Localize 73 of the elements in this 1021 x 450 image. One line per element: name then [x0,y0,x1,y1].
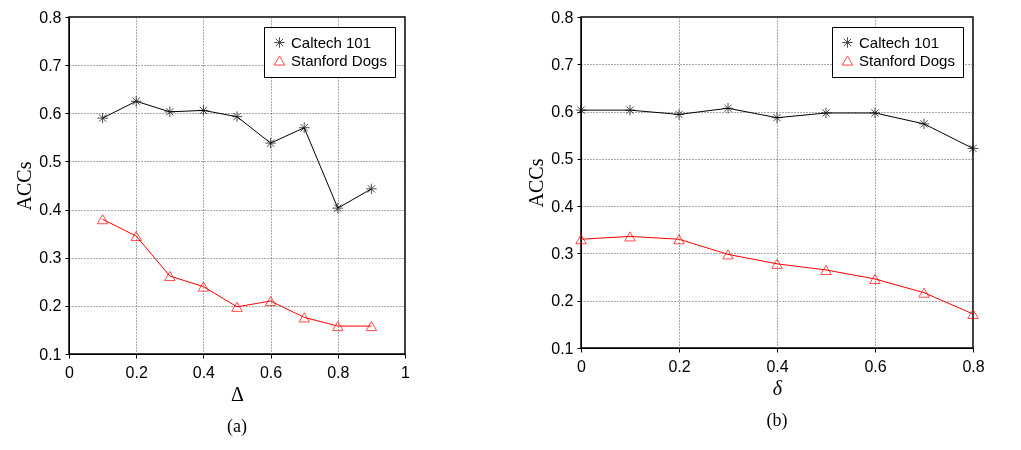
y-tick-label: 0.3 [39,249,62,267]
point [869,107,881,119]
point [197,281,210,292]
text: (b) [766,410,788,431]
point [231,110,243,123]
point [771,111,783,124]
legend-label: Caltech 101 [291,33,372,51]
y-axis-title: ACCs [13,161,36,211]
point [365,183,378,195]
text: (a) [227,416,247,437]
y-tick-label: 0.7 [551,55,574,73]
y-tick-label: 0.4 [39,201,62,219]
point [575,234,587,245]
x-tick-label: 0.2 [668,357,691,375]
point [130,231,142,242]
point [264,296,277,307]
point [624,231,636,242]
y-tick-label: 0.6 [39,104,62,122]
point [164,106,176,118]
point [673,108,685,121]
point [771,258,783,269]
x-tick-label: 0.2 [125,363,148,381]
point [575,104,587,116]
point [332,202,344,214]
point [365,321,378,332]
point [298,121,310,134]
legend-label: Stanford Dogs [859,51,955,69]
point [869,273,881,284]
point [96,214,109,225]
x-tick-label: 0.4 [766,357,789,375]
point [332,321,344,332]
x-tick-label: 0.6 [864,357,887,375]
y-tick-label: 0.4 [551,197,574,215]
point [918,287,930,298]
y-tick-label: 0.1 [551,339,574,357]
y-axis-title: ACCs [525,158,548,208]
point [673,234,685,245]
point [298,312,310,323]
point [967,308,979,319]
y-tick-label: 0.2 [39,297,62,315]
y-tick-label: 0.3 [551,244,574,262]
point [820,264,832,276]
point [918,118,930,130]
y-tick-label: 0.8 [39,8,62,26]
y-tick-label: 0.5 [39,152,62,170]
y-tick-label: 0.6 [551,103,574,121]
point [624,104,636,116]
point [967,142,979,155]
point [231,301,243,312]
y-tick-label: 0.7 [39,56,62,74]
point [130,95,142,107]
x-tick-label: 0.6 [259,363,283,381]
x-tick-label: 1 [401,363,411,381]
x-tick-label: 0.8 [327,363,350,381]
legend-label: Stanford Dogs [291,51,387,69]
x-axis-title: Δ [231,382,245,405]
point [164,270,176,282]
point [197,104,210,117]
point [820,107,832,119]
y-tick-label: 0.1 [39,345,62,363]
point [96,112,109,124]
x-axis-title: δ [772,376,783,399]
x-tick-label: 0 [577,357,587,375]
y-tick-label: 0.8 [551,8,574,26]
x-tick-label: 0.8 [962,357,985,375]
point [722,249,734,260]
x-tick-label: 0 [65,363,75,381]
point [722,102,734,115]
point [264,137,277,149]
y-tick-label: 0.2 [551,292,574,310]
y-tick-label: 0.5 [551,150,574,168]
legend-label: Caltech 101 [859,33,940,51]
x-tick-label: 0.4 [192,363,216,381]
